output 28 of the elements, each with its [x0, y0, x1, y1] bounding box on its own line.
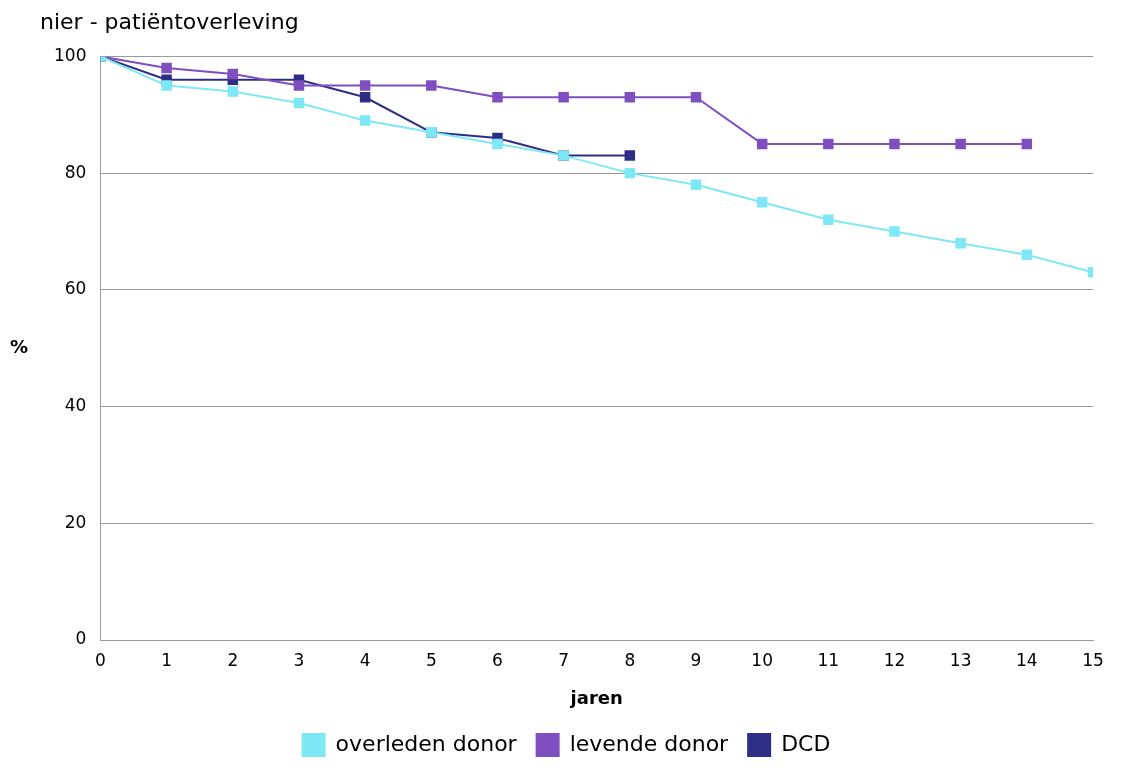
x-tick-label: 7: [558, 649, 570, 670]
y-tick-label: 20: [64, 511, 87, 532]
x-tick-label: 4: [359, 649, 371, 670]
x-tick-label: 10: [751, 649, 773, 670]
x-tick-label: 3: [293, 649, 305, 670]
y-tick-label: 80: [64, 161, 87, 182]
x-tick-label: 15: [1082, 649, 1104, 670]
y-tick-label: 60: [64, 278, 87, 299]
x-tick-label: 14: [1016, 649, 1038, 670]
x-tick-label: 8: [624, 649, 636, 670]
x-tick-label: 5: [425, 649, 437, 670]
x-tick-label: 12: [883, 649, 906, 670]
legend-label: levende donor: [569, 730, 730, 756]
x-tick-label: 1: [161, 649, 173, 670]
y-tick-label: 100: [53, 44, 87, 65]
x-tick-label: 9: [690, 649, 702, 670]
legend-label: overleden donor: [335, 730, 518, 756]
x-tick-label: 0: [95, 649, 106, 670]
y-axis-title: %: [10, 335, 29, 357]
x-tick-label: 13: [949, 649, 972, 670]
legend-label: DCD: [781, 730, 831, 756]
x-tick-label: 11: [817, 649, 840, 670]
x-tick-label: 2: [227, 649, 239, 670]
y-tick-label: 0: [75, 628, 87, 649]
chart-title: nier - patiëntoverleving: [40, 8, 299, 34]
x-axis-title: jaren: [569, 686, 623, 708]
y-tick-label: 40: [64, 394, 87, 415]
x-tick-label: 6: [492, 649, 503, 670]
